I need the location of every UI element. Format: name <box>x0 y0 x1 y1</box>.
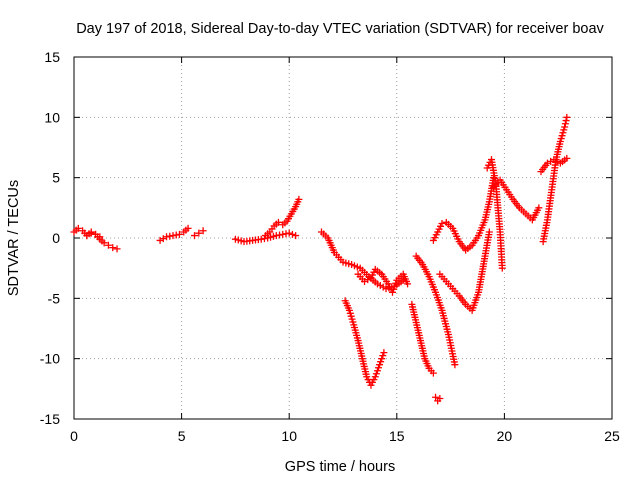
x-tick-label: 20 <box>497 428 513 444</box>
data-point <box>191 232 199 240</box>
data-point <box>373 367 381 375</box>
data-point <box>485 228 493 236</box>
data-points <box>70 113 571 405</box>
data-point <box>378 355 386 363</box>
data-point <box>562 117 570 125</box>
data-point <box>104 241 112 249</box>
data-point <box>438 220 446 228</box>
x-tick-label: 5 <box>178 428 186 444</box>
data-point <box>451 361 459 369</box>
data-point <box>295 195 303 203</box>
data-point <box>379 352 387 360</box>
data-point <box>391 282 399 290</box>
data-point <box>372 370 380 378</box>
data-point <box>184 224 192 232</box>
data-point <box>561 120 569 128</box>
data-point <box>388 288 396 296</box>
data-point <box>432 393 440 401</box>
x-tick-label: 10 <box>281 428 297 444</box>
x-tick-label: 0 <box>70 428 78 444</box>
data-point <box>429 369 437 377</box>
data-point <box>436 394 444 402</box>
chart-title: Day 197 of 2018, Sidereal Day-to-day VTE… <box>76 21 604 37</box>
data-point <box>113 245 121 253</box>
y-axis-label: SDTVAR / TECUs <box>6 180 22 296</box>
axis-ticks: 0 5 10 15 20 25 -15 -10 -5 0 5 10 15 <box>40 49 620 444</box>
data-point <box>175 230 183 238</box>
grid <box>74 57 612 419</box>
data-point <box>390 285 398 293</box>
x-axis-label: GPS time / hours <box>285 459 395 475</box>
data-point <box>380 349 388 357</box>
data-point <box>535 204 543 212</box>
data-point <box>199 227 207 235</box>
x-tick-label: 25 <box>604 428 620 444</box>
data-point <box>274 218 282 226</box>
y-tick-label: -5 <box>48 290 61 306</box>
data-point <box>109 244 117 252</box>
y-tick-label: 10 <box>44 109 60 125</box>
data-point <box>285 229 293 237</box>
data-point <box>377 358 385 366</box>
data-point <box>371 373 379 381</box>
y-tick-label: 15 <box>44 49 60 65</box>
data-point <box>96 233 104 241</box>
data-point <box>498 264 506 272</box>
data-point <box>74 224 82 232</box>
data-point <box>100 239 108 247</box>
data-point <box>563 154 571 162</box>
data-point <box>392 279 400 287</box>
data-point <box>288 230 296 238</box>
data-point <box>376 361 384 369</box>
data-point <box>404 280 412 288</box>
y-tick-label: 0 <box>52 230 60 246</box>
data-point <box>292 232 300 240</box>
data-point <box>561 123 569 131</box>
x-tick-label: 15 <box>389 428 405 444</box>
y-tick-label: 5 <box>52 170 60 186</box>
data-point <box>563 113 571 121</box>
data-point <box>375 364 383 372</box>
data-point <box>92 230 100 238</box>
y-tick-label: -15 <box>40 411 60 427</box>
y-tick-label: -10 <box>40 351 60 367</box>
data-point <box>87 228 95 236</box>
data-point <box>195 229 203 237</box>
